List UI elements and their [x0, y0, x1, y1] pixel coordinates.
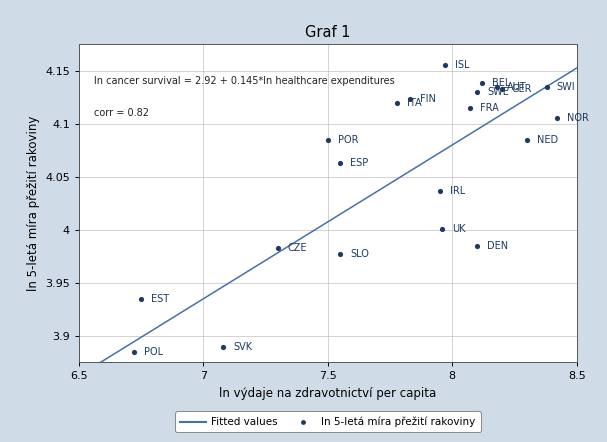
Point — [129, 348, 138, 355]
Text: SVK: SVK — [233, 342, 253, 351]
Point — [440, 62, 450, 69]
Text: ITA: ITA — [407, 98, 422, 107]
Text: FIN: FIN — [420, 94, 436, 104]
Text: UK: UK — [452, 224, 466, 234]
Point — [273, 244, 283, 251]
Text: SWI: SWI — [557, 82, 575, 91]
Text: ISL: ISL — [455, 61, 469, 70]
Text: IRL: IRL — [450, 186, 465, 196]
Title: Graf 1: Graf 1 — [305, 25, 350, 40]
Point — [492, 83, 502, 90]
Point — [497, 85, 507, 92]
Text: corr = 0.82: corr = 0.82 — [94, 108, 149, 118]
Text: CZE: CZE — [288, 243, 308, 253]
Text: NOR: NOR — [567, 114, 589, 123]
Text: BEL: BEL — [492, 78, 510, 88]
Point — [323, 136, 333, 143]
Point — [472, 242, 482, 249]
Text: NED: NED — [537, 135, 558, 145]
Point — [438, 225, 447, 232]
Text: AUT: AUT — [507, 82, 527, 91]
Legend: Fitted values, ln 5-letá míra přežití rakoviny: Fitted values, ln 5-letá míra přežití ra… — [175, 412, 481, 432]
Text: GER: GER — [512, 84, 532, 94]
Text: POR: POR — [337, 135, 358, 145]
Text: POL: POL — [144, 347, 163, 357]
Point — [472, 88, 482, 95]
Point — [542, 83, 552, 90]
Point — [552, 115, 561, 122]
Point — [393, 99, 402, 106]
Point — [465, 104, 475, 111]
Point — [477, 80, 487, 87]
Text: SWE: SWE — [487, 87, 509, 97]
Text: ESP: ESP — [350, 158, 368, 168]
Text: ln cancer survival = 2.92 + 0.145*ln healthcare expenditures: ln cancer survival = 2.92 + 0.145*ln hea… — [94, 76, 395, 86]
Point — [336, 251, 345, 258]
Text: SLO: SLO — [350, 249, 369, 259]
X-axis label: ln výdaje na zdravotnictví per capita: ln výdaje na zdravotnictví per capita — [219, 387, 436, 400]
Text: DEN: DEN — [487, 241, 508, 251]
Point — [336, 160, 345, 167]
Point — [219, 343, 228, 350]
Point — [405, 96, 415, 103]
Point — [522, 136, 532, 143]
Point — [435, 187, 445, 194]
Text: EST: EST — [151, 294, 169, 304]
Y-axis label: ln 5-letá míra přežití rakoviny: ln 5-letá míra přežití rakoviny — [27, 116, 39, 291]
Point — [137, 295, 146, 302]
Text: FRA: FRA — [480, 103, 498, 113]
